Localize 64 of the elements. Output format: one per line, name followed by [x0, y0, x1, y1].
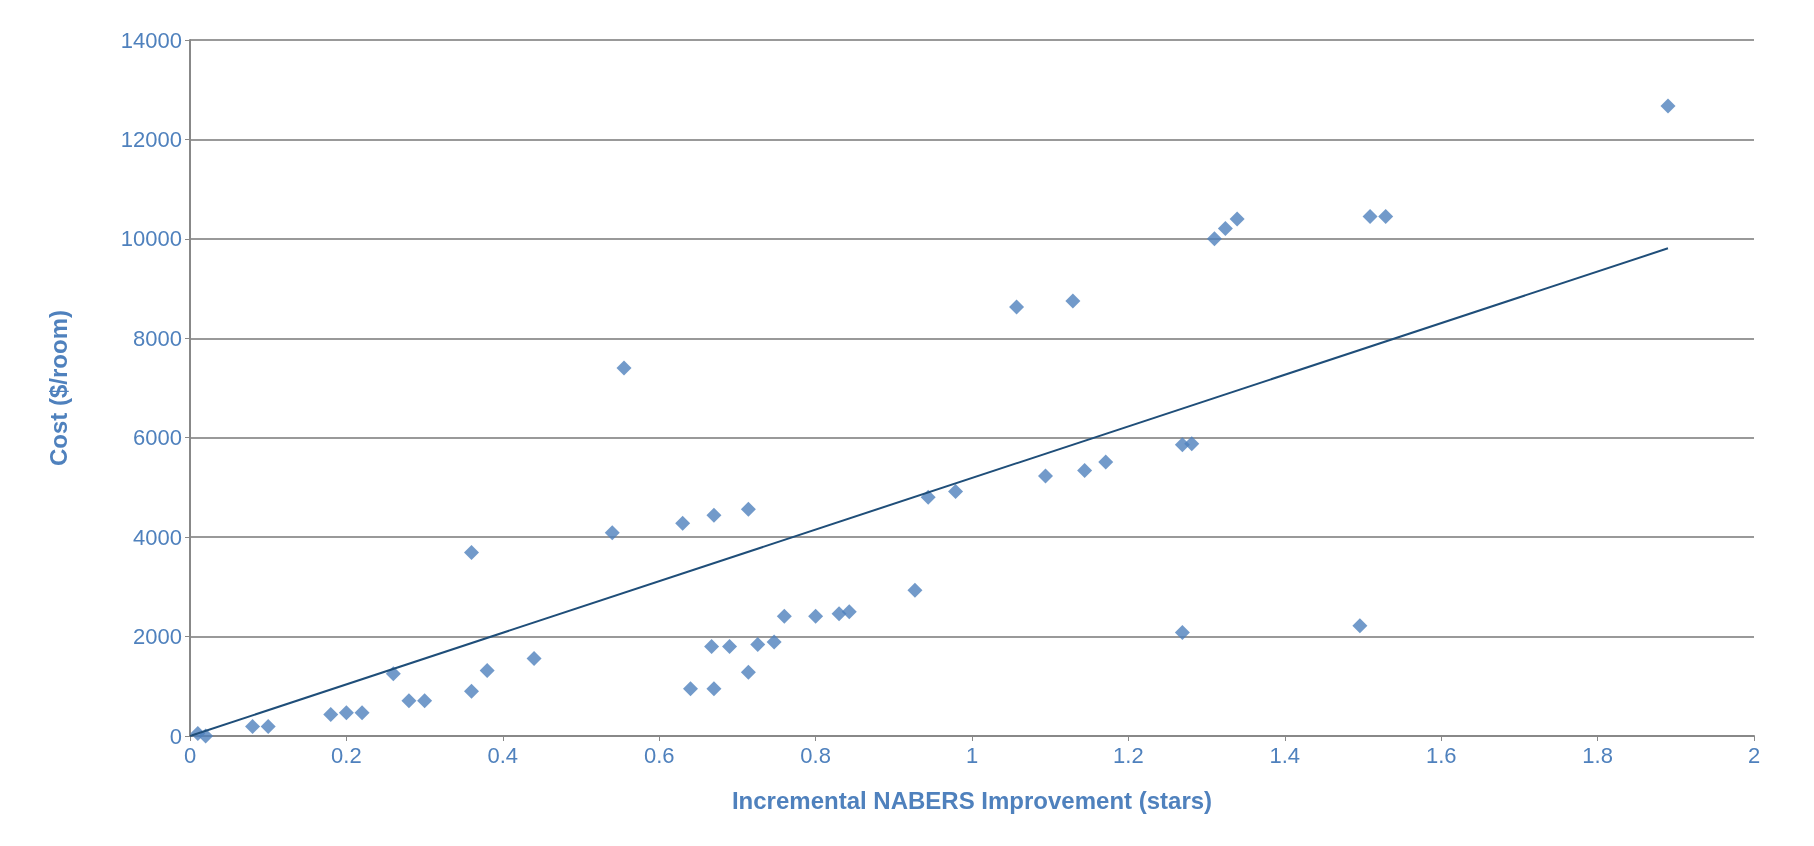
point: [1660, 98, 1676, 114]
y-tick-label: 10000: [120, 226, 182, 252]
point: [1098, 454, 1114, 470]
point: [245, 719, 261, 735]
x-tick-label: 0.2: [331, 742, 362, 768]
y-axis-title: Cost ($/room): [44, 310, 72, 466]
point: [920, 489, 936, 505]
point: [704, 639, 720, 655]
point: [1206, 231, 1222, 247]
point: [750, 637, 766, 653]
point: [722, 639, 738, 655]
x-tick-label: 0.8: [800, 742, 831, 768]
point: [417, 693, 433, 709]
point: [338, 705, 354, 721]
point: [1174, 625, 1190, 641]
point: [354, 705, 370, 721]
point: [675, 515, 691, 531]
point: [706, 681, 722, 697]
y-tick-label: 8000: [133, 325, 182, 351]
y-tick-label: 12000: [120, 126, 182, 152]
point: [841, 604, 857, 620]
point: [526, 650, 542, 666]
point: [1378, 208, 1394, 224]
x-tick-label: 0.4: [487, 742, 519, 768]
point: [1184, 436, 1200, 452]
x-tick-label: 2: [1747, 742, 1761, 768]
point: [1009, 299, 1025, 315]
point: [401, 693, 417, 709]
point: [706, 507, 722, 523]
point: [740, 501, 756, 517]
y-tick-label: 4000: [133, 524, 182, 550]
point: [260, 719, 276, 735]
point: [1352, 618, 1368, 634]
point: [1362, 208, 1378, 224]
point: [808, 608, 824, 624]
point: [1065, 293, 1081, 309]
x-axis-title: Incremental NABERS Improvement (stars): [731, 786, 1213, 814]
x-tick-label: 1.8: [1582, 742, 1613, 768]
point: [907, 582, 923, 598]
point: [682, 681, 698, 697]
point: [323, 707, 339, 723]
point: [831, 606, 847, 622]
point: [464, 683, 480, 699]
point: [948, 483, 964, 499]
point: [776, 608, 792, 624]
x-tick-label: 1.4: [1269, 742, 1301, 768]
x-tick-label: 1: [965, 742, 979, 768]
point: [616, 360, 632, 376]
y-tick-label: 6000: [133, 425, 182, 451]
point: [464, 545, 480, 561]
point: [1077, 463, 1093, 479]
point: [766, 634, 782, 650]
x-tick-label: 1.2: [1113, 742, 1144, 768]
y-tick-label: 2000: [133, 624, 182, 650]
y-tick-label: 0: [169, 723, 182, 749]
x-tick-label: 0.6: [643, 742, 675, 768]
point: [1229, 211, 1245, 227]
point: [479, 662, 495, 678]
point: [1217, 220, 1233, 236]
point: [740, 664, 756, 680]
point: [604, 525, 620, 541]
point: [1038, 468, 1054, 484]
y-tick-label: 14000: [120, 27, 182, 53]
x-tick-label: 1.6: [1425, 742, 1457, 768]
